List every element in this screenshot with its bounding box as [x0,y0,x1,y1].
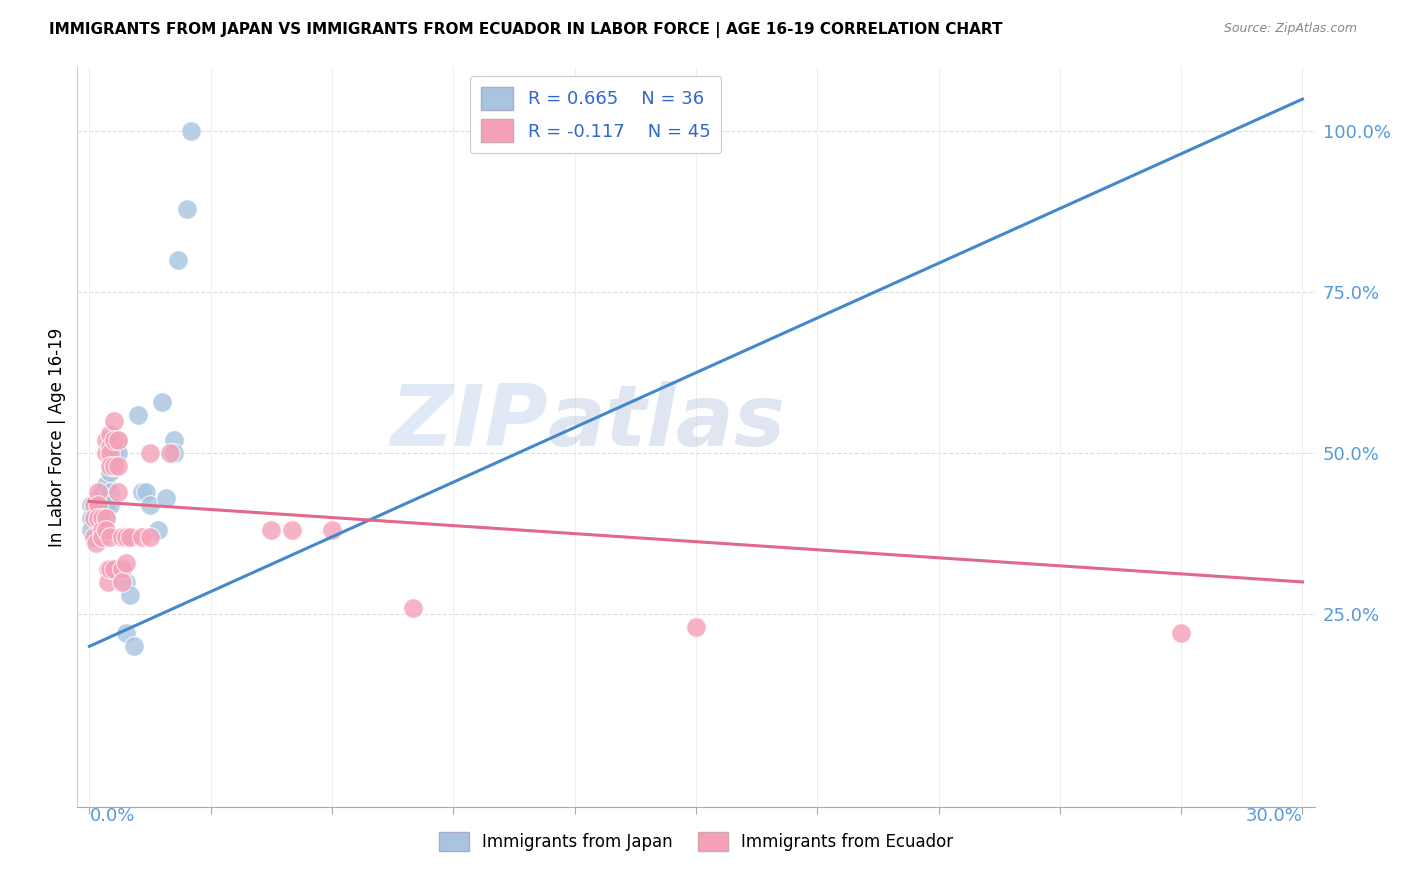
Point [107,458,129,473]
Point [115,530,138,544]
Point [139,530,162,544]
Point [90,498,112,512]
Point [111,562,134,576]
Point [107,434,129,448]
Point [98,466,121,480]
Point [103,446,125,460]
Point [80,510,103,524]
Point [131,484,153,499]
Point [111,574,134,589]
Point [260,524,283,538]
Point [135,484,157,499]
Point [90,524,112,538]
Point [97,562,120,576]
Point [163,434,186,448]
Point [155,491,177,506]
Point [98,484,121,499]
Point [80,524,103,538]
Text: Source: ZipAtlas.com: Source: ZipAtlas.com [1223,22,1357,36]
Point [90,484,112,499]
Point [180,124,202,138]
Point [107,446,129,460]
Point [94,510,117,524]
Point [83,498,105,512]
Point [98,530,121,544]
Point [122,640,145,654]
Point [103,562,125,576]
Point [98,426,121,441]
Point [86,498,108,512]
Point [80,498,103,512]
Point [111,530,134,544]
Point [107,434,129,448]
Y-axis label: In Labor Force | Age 16-19: In Labor Force | Age 16-19 [48,327,66,547]
Point [115,626,138,640]
Point [86,491,108,506]
Point [131,530,153,544]
Point [84,536,107,550]
Point [94,524,117,538]
Point [90,510,112,524]
Text: 30.0%: 30.0% [1246,807,1302,825]
Point [1170,626,1192,640]
Point [176,202,198,216]
Point [159,446,181,460]
Point [97,574,120,589]
Point [111,562,134,576]
Point [83,510,105,524]
Point [103,458,125,473]
Point [98,562,121,576]
Legend: Immigrants from Japan, Immigrants from Ecuador: Immigrants from Japan, Immigrants from E… [432,826,960,858]
Point [115,556,138,570]
Point [685,620,707,634]
Point [86,484,108,499]
Point [150,394,173,409]
Point [139,446,162,460]
Point [83,510,105,524]
Text: 0.0%: 0.0% [90,807,135,825]
Point [83,498,105,512]
Point [107,484,129,499]
Point [103,414,125,428]
Point [103,458,125,473]
Point [118,530,141,544]
Point [83,530,105,544]
Point [118,588,141,602]
Point [167,253,190,268]
Point [280,524,302,538]
Point [94,510,117,524]
Point [94,434,117,448]
Point [127,408,149,422]
Point [98,440,121,454]
Point [98,498,121,512]
Text: IMMIGRANTS FROM JAPAN VS IMMIGRANTS FROM ECUADOR IN LABOR FORCE | AGE 16-19 CORR: IMMIGRANTS FROM JAPAN VS IMMIGRANTS FROM… [49,22,1002,38]
Point [321,524,343,538]
Text: atlas: atlas [547,381,786,464]
Point [98,446,121,460]
Point [402,600,425,615]
Point [148,524,170,538]
Point [86,510,108,524]
Text: ZIP: ZIP [389,381,547,464]
Point [86,510,108,524]
Point [94,446,117,460]
Point [98,458,121,473]
Point [94,478,117,492]
Point [139,498,162,512]
Point [94,498,117,512]
Point [163,446,186,460]
Point [103,434,125,448]
Point [90,530,112,544]
Point [115,574,138,589]
